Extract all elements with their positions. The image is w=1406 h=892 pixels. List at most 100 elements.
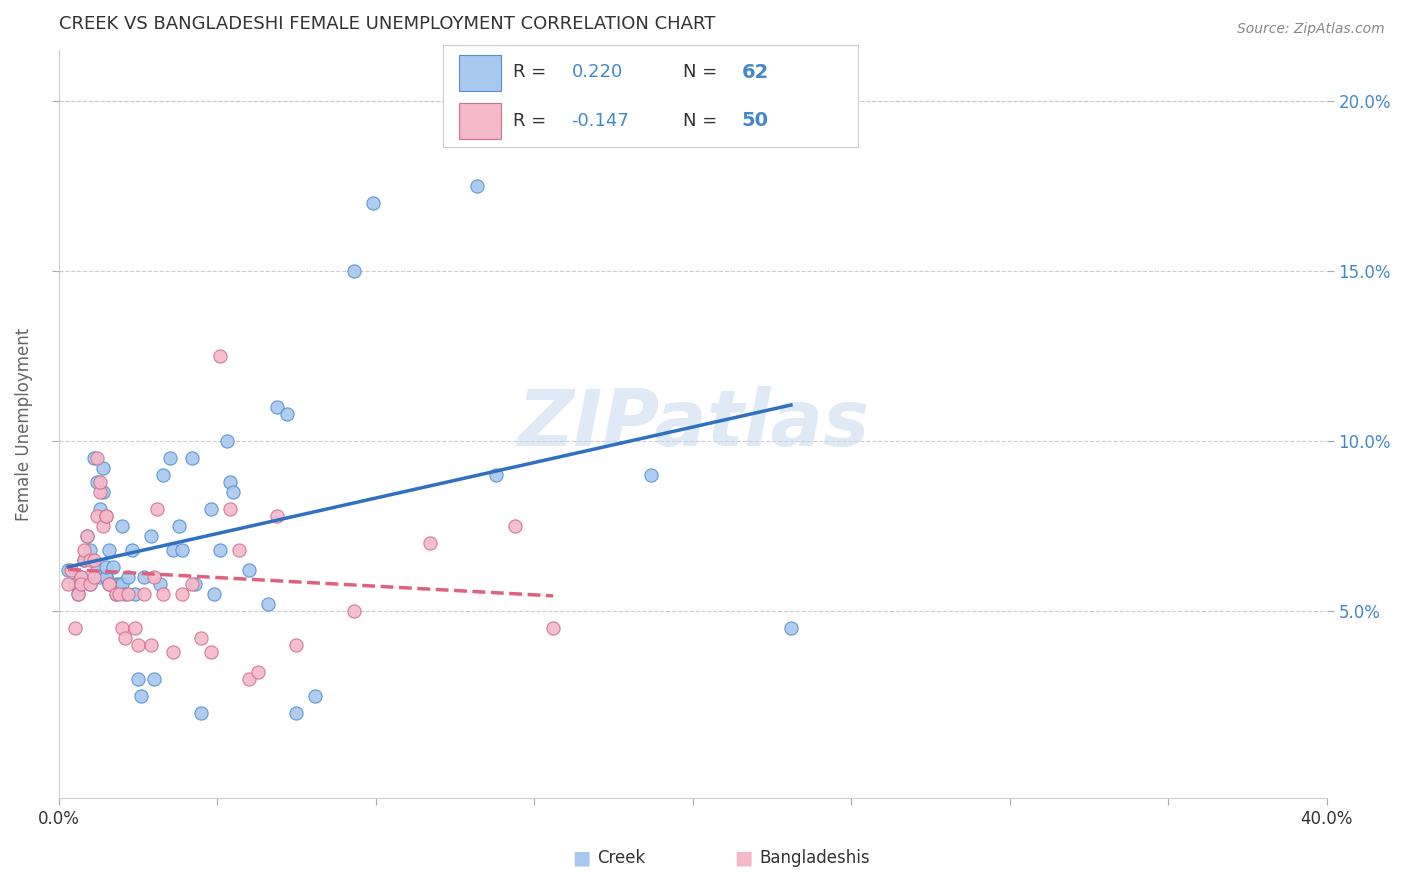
Point: [111, 519, 134, 533]
Point: [184, 577, 207, 591]
Text: 0.220: 0.220: [571, 63, 623, 81]
Text: Bangladeshis: Bangladeshis: [759, 849, 870, 867]
Point: [91, 485, 114, 500]
Point: [209, 542, 232, 557]
Point: [70, 570, 93, 584]
Point: [419, 536, 441, 550]
Point: [70, 577, 93, 591]
Point: [134, 587, 156, 601]
Point: [228, 542, 250, 557]
Point: [640, 468, 662, 483]
Point: [86, 563, 108, 577]
Point: [134, 570, 156, 584]
Point: [342, 264, 364, 278]
Point: [86, 508, 108, 523]
Point: [222, 485, 245, 500]
Point: [209, 349, 232, 363]
Point: [465, 178, 488, 193]
Point: [238, 672, 260, 686]
Point: [66, 587, 89, 601]
Point: [149, 577, 172, 591]
Point: [541, 621, 564, 635]
Text: N =: N =: [683, 63, 724, 81]
Point: [180, 450, 202, 465]
Point: [200, 502, 222, 516]
Point: [124, 587, 146, 601]
Text: 50: 50: [741, 111, 769, 130]
Point: [238, 563, 260, 577]
Point: [215, 434, 238, 448]
Point: [121, 542, 143, 557]
Point: [172, 587, 194, 601]
Text: R =: R =: [513, 63, 553, 81]
Point: [285, 638, 308, 652]
Point: [139, 529, 162, 543]
Point: [342, 604, 364, 618]
Point: [96, 559, 118, 574]
Point: [96, 508, 118, 523]
Point: [83, 450, 105, 465]
Point: [86, 450, 108, 465]
Point: [485, 468, 508, 483]
Point: [83, 553, 105, 567]
Point: [117, 587, 139, 601]
Point: [108, 587, 131, 601]
Point: [285, 706, 308, 720]
Point: [276, 407, 298, 421]
Point: [780, 621, 803, 635]
Text: N =: N =: [683, 112, 724, 129]
Point: [200, 645, 222, 659]
Point: [79, 553, 101, 567]
Point: [58, 563, 80, 577]
Point: [76, 529, 98, 543]
Point: [127, 672, 149, 686]
Text: R =: R =: [513, 112, 553, 129]
Y-axis label: Female Unemployment: Female Unemployment: [15, 327, 32, 521]
Text: ■: ■: [734, 848, 752, 867]
Point: [304, 689, 326, 703]
Text: Source: ZipAtlas.com: Source: ZipAtlas.com: [1237, 22, 1385, 37]
Point: [104, 577, 127, 591]
Point: [73, 553, 96, 567]
Point: [76, 529, 98, 543]
Point: [63, 621, 86, 635]
Point: [101, 559, 124, 574]
Point: [98, 577, 121, 591]
Point: [104, 587, 127, 601]
Point: [98, 542, 121, 557]
Point: [202, 587, 225, 601]
Point: [79, 577, 101, 591]
FancyBboxPatch shape: [460, 103, 501, 139]
Point: [91, 519, 114, 533]
Point: [111, 621, 134, 635]
Point: [60, 563, 83, 577]
Point: [152, 587, 174, 601]
Point: [146, 502, 169, 516]
Point: [111, 577, 134, 591]
Point: [58, 577, 80, 591]
Point: [117, 570, 139, 584]
Point: [79, 577, 101, 591]
Point: [266, 508, 288, 523]
Point: [257, 597, 280, 611]
Text: 62: 62: [741, 62, 769, 82]
Point: [86, 475, 108, 489]
Point: [70, 570, 93, 584]
Point: [98, 577, 121, 591]
Point: [190, 632, 212, 646]
Point: [127, 638, 149, 652]
Point: [167, 519, 190, 533]
Point: [98, 577, 121, 591]
Point: [142, 672, 165, 686]
Point: [129, 689, 152, 703]
Point: [89, 475, 111, 489]
Point: [83, 570, 105, 584]
Point: [104, 587, 127, 601]
Point: [89, 502, 111, 516]
Point: [172, 542, 194, 557]
Point: [114, 632, 136, 646]
Point: [180, 577, 202, 591]
Point: [503, 519, 526, 533]
Text: ZIPatlas: ZIPatlas: [516, 386, 869, 462]
Point: [66, 587, 89, 601]
